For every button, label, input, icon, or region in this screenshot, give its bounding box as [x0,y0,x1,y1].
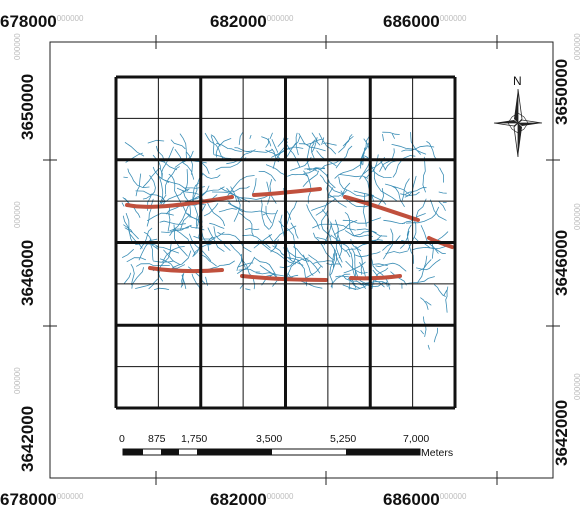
top-x-sublabel-2: 000000 [440,14,467,23]
left-y-sublabel-1: 000000 [13,201,22,228]
scale-tick-3: 3,500 [256,433,282,445]
svg-text:686000000000: 686000000000 [383,490,467,509]
fault-line-2 [252,187,322,197]
bottom-x-label-2: 686000 [383,490,440,509]
svg-text:678000000000: 678000000000 [0,490,84,509]
left-y-sublabel-2: 000000 [13,367,22,394]
fault-line-7 [349,274,402,281]
top-x-sublabel-0: 000000 [57,14,84,23]
scale-tick-5: 7,000 [403,433,429,445]
right-y-sublabel-2: 000000 [573,373,582,400]
svg-text:3646000: 3646000 [552,230,571,296]
top-x-labels: 678000000000 682000000000 686000000000 [0,12,467,31]
map-neatline [49,41,554,479]
north-label: N [513,74,522,88]
svg-text:3646000: 3646000 [18,240,37,306]
svg-text:686000000000: 686000000000 [383,12,467,31]
fault-line-5 [148,266,224,274]
svg-text:682000000000: 682000000000 [210,12,294,31]
top-x-label-2: 686000 [383,12,440,31]
right-y-label-2: 3642000 [552,400,571,466]
bottom-x-sublabel-0: 000000 [57,492,84,501]
top-x-label-0: 678000 [0,12,57,31]
bottom-x-sublabel-1: 000000 [267,492,294,501]
svg-text:678000000000: 678000000000 [0,12,84,31]
left-y-label-0: 3650000 [18,74,37,140]
north-arrow-icon: N [493,74,543,158]
top-x-sublabel-1: 000000 [267,14,294,23]
bottom-x-label-0: 678000 [0,490,57,509]
right-y-sublabel-1: 000000 [573,203,582,230]
frame-ticks [43,35,560,485]
right-y-labels: 3650000 000000 3646000 000000 3642000 00… [552,33,582,466]
left-y-sublabel-0: 000000 [13,33,22,60]
fault-line-3 [343,195,420,222]
right-y-label-0: 3650000 [552,59,571,125]
svg-text:3650000: 3650000 [552,59,571,125]
bottom-x-sublabel-2: 000000 [440,492,467,501]
left-y-labels: 3650000 000000 3646000 000000 3642000 00… [13,33,37,472]
scale-tick-2: 1,750 [181,433,207,445]
top-x-label-1: 682000 [210,12,267,31]
svg-text:682000000000: 682000000000 [210,490,294,509]
svg-text:3642000: 3642000 [18,406,37,472]
right-y-label-1: 3646000 [552,230,571,296]
svg-text:3642000: 3642000 [552,400,571,466]
scale-bar: 0 875 1,750 3,500 5,250 7,000 Meters [119,433,453,459]
grid-overlay [114,75,457,410]
left-y-label-2: 3642000 [18,406,37,472]
scale-tick-0: 0 [119,433,125,445]
fault-line-1 [125,195,234,209]
right-y-sublabel-0: 000000 [573,33,582,60]
scale-unit: Meters [421,447,453,459]
svg-text:3650000: 3650000 [18,74,37,140]
bottom-x-label-1: 682000 [210,490,267,509]
scale-tick-1: 875 [148,433,166,445]
left-y-label-1: 3646000 [18,240,37,306]
bottom-x-labels: 678000000000 682000000000 686000000000 [0,490,467,509]
scale-tick-4: 5,250 [330,433,356,445]
